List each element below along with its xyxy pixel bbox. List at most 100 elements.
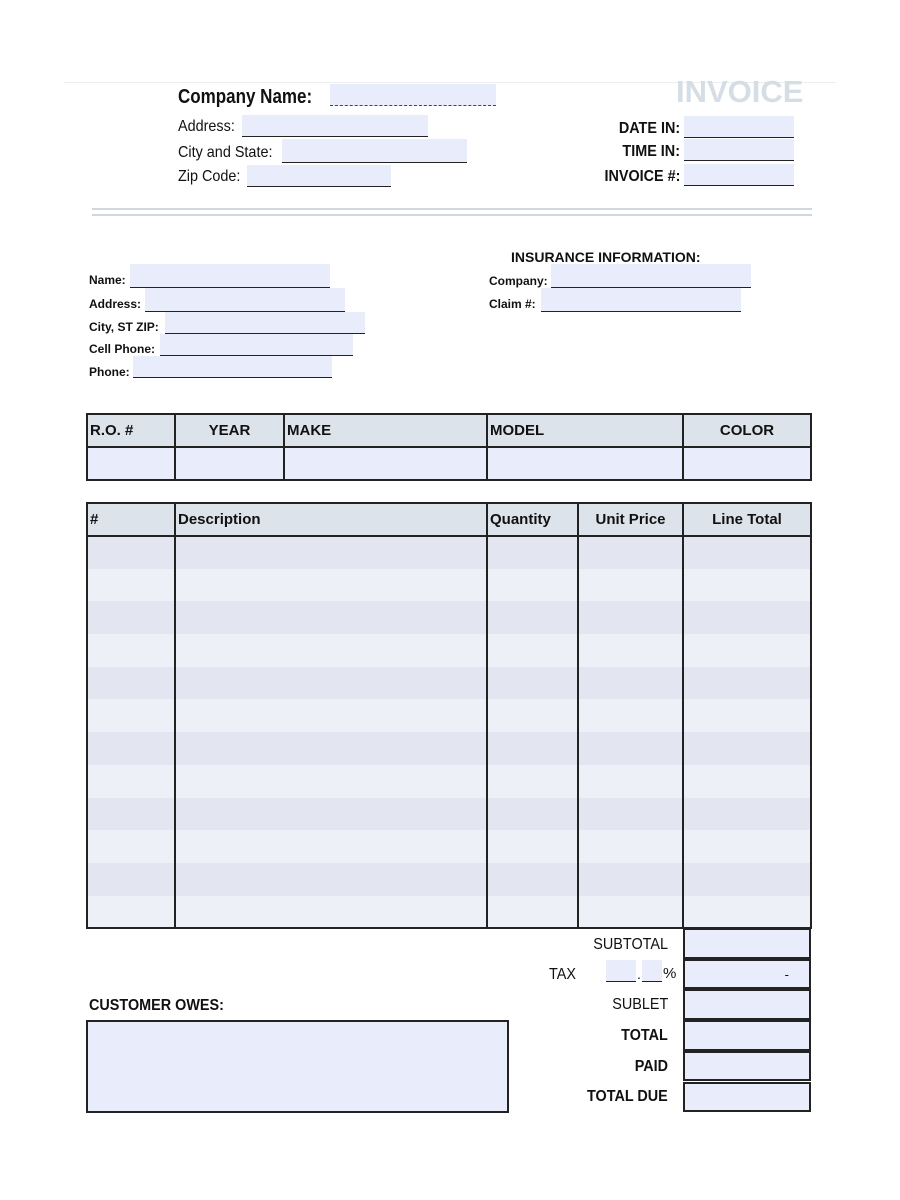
unit-price-cell[interactable] — [577, 830, 684, 863]
col-description: Description — [174, 502, 488, 537]
line-total-cell[interactable] — [682, 862, 812, 896]
description-cell[interactable] — [174, 568, 488, 602]
description-cell[interactable] — [174, 732, 488, 765]
quantity-cell[interactable] — [486, 732, 579, 765]
unit-price-cell[interactable] — [577, 732, 684, 765]
unit-price-cell[interactable] — [577, 568, 684, 602]
number-cell[interactable] — [86, 699, 176, 733]
subtotal-field[interactable] — [683, 928, 811, 959]
city-zip-field[interactable] — [165, 312, 365, 334]
col-model: MODEL — [486, 413, 684, 448]
item-row — [86, 895, 812, 930]
cell-phone-field[interactable] — [160, 334, 353, 356]
paid-field[interactable] — [683, 1050, 811, 1082]
description-cell[interactable] — [174, 862, 488, 896]
description-cell[interactable] — [174, 536, 488, 569]
col-number: # — [86, 502, 176, 537]
quantity-cell[interactable] — [486, 601, 579, 635]
customer-owes-field[interactable] — [86, 1020, 509, 1113]
description-cell[interactable] — [174, 634, 488, 667]
model-cell[interactable] — [486, 446, 684, 481]
line-total-cell[interactable] — [682, 568, 812, 602]
line-total-cell[interactable] — [682, 699, 812, 733]
make-cell[interactable] — [283, 446, 488, 481]
unit-price-cell[interactable] — [577, 895, 684, 930]
unit-price-cell[interactable] — [577, 601, 684, 635]
unit-price-cell[interactable] — [577, 797, 684, 831]
line-total-cell[interactable] — [682, 634, 812, 667]
city-state-field[interactable] — [282, 139, 467, 163]
col-color: COLOR — [682, 413, 812, 448]
number-cell[interactable] — [86, 601, 176, 635]
tax-rate-fraction-field[interactable] — [642, 960, 662, 982]
date-in-field[interactable] — [684, 116, 794, 138]
number-cell[interactable] — [86, 862, 176, 896]
number-cell[interactable] — [86, 666, 176, 700]
line-total-cell[interactable] — [682, 797, 812, 831]
year-cell[interactable] — [174, 446, 285, 481]
total-due-field[interactable] — [683, 1081, 811, 1113]
unit-price-cell[interactable] — [577, 666, 684, 700]
quantity-cell[interactable] — [486, 634, 579, 667]
quantity-cell[interactable] — [486, 862, 579, 896]
number-cell[interactable] — [86, 764, 176, 798]
sublet-label: SUBLET — [611, 996, 668, 1013]
line-total-cell[interactable] — [682, 830, 812, 863]
phone-label: Phone: — [89, 365, 130, 379]
unit-price-cell[interactable] — [577, 699, 684, 733]
name-field[interactable] — [130, 264, 330, 288]
company-name-field[interactable] — [330, 84, 496, 106]
unit-price-cell[interactable] — [577, 862, 684, 896]
number-cell[interactable] — [86, 797, 176, 831]
invoice-number-field[interactable] — [684, 164, 794, 186]
quantity-cell[interactable] — [486, 536, 579, 569]
description-cell[interactable] — [174, 895, 488, 930]
number-cell[interactable] — [86, 895, 176, 930]
description-cell[interactable] — [174, 666, 488, 700]
separator — [92, 208, 812, 210]
quantity-cell[interactable] — [486, 764, 579, 798]
top-rule — [64, 82, 836, 83]
line-total-cell[interactable] — [682, 764, 812, 798]
unit-price-cell[interactable] — [577, 634, 684, 667]
line-total-cell[interactable] — [682, 666, 812, 700]
tax-field[interactable]: - — [683, 958, 811, 990]
phone-field[interactable] — [133, 356, 332, 378]
number-cell[interactable] — [86, 732, 176, 765]
time-in-field[interactable] — [684, 139, 794, 161]
insurance-company-field[interactable] — [551, 264, 751, 288]
description-cell[interactable] — [174, 764, 488, 798]
claim-field[interactable] — [541, 288, 741, 312]
quantity-cell[interactable] — [486, 699, 579, 733]
line-total-cell[interactable] — [682, 732, 812, 765]
quantity-cell[interactable] — [486, 830, 579, 863]
unit-price-cell[interactable] — [577, 764, 684, 798]
number-cell[interactable] — [86, 830, 176, 863]
col-unit-price: Unit Price — [577, 502, 684, 537]
description-cell[interactable] — [174, 601, 488, 635]
line-total-cell[interactable] — [682, 536, 812, 569]
zip-field[interactable] — [247, 165, 391, 187]
date-in-label: DATE IN: — [618, 120, 680, 137]
ro-cell[interactable] — [86, 446, 176, 481]
line-total-cell[interactable] — [682, 895, 812, 930]
color-cell[interactable] — [682, 446, 812, 481]
customer-address-field[interactable] — [145, 288, 345, 312]
total-field[interactable] — [683, 1020, 811, 1051]
quantity-cell[interactable] — [486, 568, 579, 602]
quantity-cell[interactable] — [486, 666, 579, 700]
number-cell[interactable] — [86, 536, 176, 569]
description-cell[interactable] — [174, 699, 488, 733]
number-cell[interactable] — [86, 568, 176, 602]
col-line-total: Line Total — [682, 502, 812, 537]
number-cell[interactable] — [86, 634, 176, 667]
description-cell[interactable] — [174, 830, 488, 863]
quantity-cell[interactable] — [486, 797, 579, 831]
sublet-field[interactable] — [683, 989, 811, 1021]
address-field[interactable] — [242, 115, 428, 137]
description-cell[interactable] — [174, 797, 488, 831]
unit-price-cell[interactable] — [577, 536, 684, 569]
quantity-cell[interactable] — [486, 895, 579, 930]
tax-rate-whole-field[interactable] — [606, 960, 636, 982]
line-total-cell[interactable] — [682, 601, 812, 635]
